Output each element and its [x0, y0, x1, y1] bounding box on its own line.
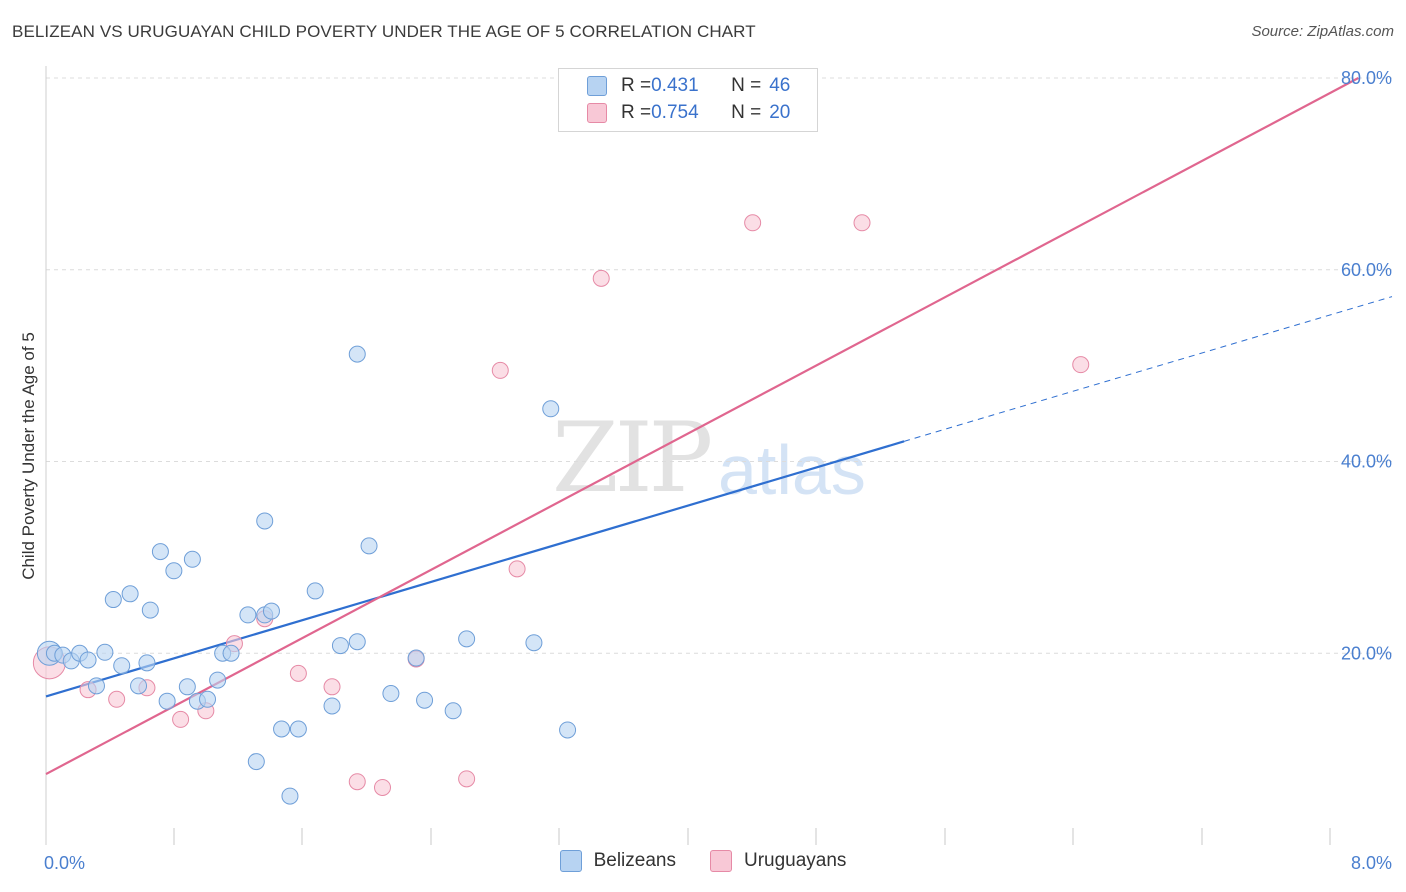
- belizean-point: [360, 537, 378, 555]
- belizean-point: [444, 702, 462, 720]
- uruguayan-point: [491, 361, 509, 379]
- belizean-point: [209, 671, 227, 689]
- belizean-point: [247, 753, 265, 771]
- belizean-point: [289, 720, 307, 738]
- belizean-point: [525, 634, 543, 652]
- belizean-point: [130, 677, 148, 695]
- watermark-atlas: atlas: [718, 431, 866, 509]
- y-tick-label: 20.0%: [1341, 643, 1392, 663]
- data-points: [32, 214, 1090, 805]
- belizean-point: [87, 677, 105, 695]
- belizean-point: [331, 637, 349, 655]
- bottom-legend-uruguayans: Uruguayans: [709, 850, 847, 872]
- trendlines: [45, 77, 1393, 776]
- uruguayan-point: [744, 214, 762, 232]
- belizeans-trendline: [45, 440, 905, 698]
- uruguayan-point: [458, 770, 476, 788]
- uruguayan-point: [289, 664, 307, 682]
- belizean-point: [239, 606, 257, 624]
- belizean-point: [165, 562, 183, 580]
- belizean-point: [262, 602, 280, 620]
- uruguayans-swatch: [587, 103, 607, 123]
- uruguayans-trendline: [45, 77, 1359, 776]
- legend-row-belizeans: R = 0.431 N = 46: [587, 73, 790, 99]
- belizeans-swatch: [559, 850, 582, 872]
- legend: R = 0.431 N = 46 R = 0.754 N = 20: [558, 68, 818, 132]
- tick-labels: 20.0% 40.0% 60.0% 80.0% 0.0% 8.0% Child Povert…: [19, 68, 1392, 873]
- belizean-point: [151, 543, 169, 561]
- belizean-point: [559, 721, 577, 739]
- belizean-point: [273, 720, 291, 738]
- belizeans-trendline-extension: [903, 296, 1393, 442]
- belizean-point: [104, 591, 122, 609]
- legend-n-label: N =: [731, 102, 762, 123]
- belizean-point: [113, 657, 131, 675]
- belizean-point: [348, 345, 366, 363]
- x-tick-label: 8.0%: [1351, 853, 1392, 873]
- watermark-zip: ZIP: [552, 402, 713, 514]
- legend-r-value: 0.754: [651, 102, 699, 123]
- source-label: Source: ZipAtlas.com: [1251, 23, 1394, 40]
- uruguayan-point: [323, 678, 341, 696]
- belizean-point: [416, 691, 434, 709]
- x-tick-label: 0.0%: [44, 853, 85, 873]
- belizean-point: [79, 651, 97, 669]
- legend-r-value: 0.431: [651, 75, 699, 96]
- belizean-point: [138, 654, 156, 672]
- y-tick-label: 80.0%: [1341, 68, 1392, 88]
- uruguayan-point: [853, 214, 871, 232]
- y-axis-title: Child Poverty Under the Age of 5: [19, 332, 38, 580]
- uruguayan-point: [374, 778, 391, 796]
- grid-lines: [46, 77, 1392, 654]
- legend-n-value: 46: [769, 75, 791, 96]
- belizean-point: [178, 678, 196, 696]
- belizean-point: [121, 585, 139, 603]
- bottom-legend-belizeans-label: Belizeans: [593, 850, 676, 871]
- y-tick-label: 40.0%: [1341, 452, 1392, 472]
- bottom-legend-belizeans: Belizeans: [559, 850, 676, 872]
- uruguayan-point: [108, 690, 126, 708]
- belizean-point: [458, 630, 476, 648]
- legend-r-label: R =: [621, 75, 652, 96]
- belizean-point: [323, 697, 341, 715]
- legend-row-uruguayans: R = 0.754 N = 20: [587, 100, 790, 126]
- belizean-point: [407, 649, 425, 667]
- belizean-point: [183, 550, 201, 568]
- uruguayan-point: [508, 560, 526, 578]
- belizean-point: [306, 582, 324, 600]
- belizean-point: [141, 601, 159, 619]
- uruguayan-point: [348, 773, 366, 791]
- belizean-point: [542, 400, 560, 418]
- y-tick-label: 60.0%: [1341, 260, 1392, 280]
- chart-title: BELIZEAN VS URUGUAYAN CHILD POVERTY UNDE…: [12, 22, 756, 41]
- bottom-legend: Belizeans Uruguayans: [0, 850, 1406, 872]
- legend-r-label: R =: [621, 102, 652, 123]
- belizean-point: [256, 512, 274, 530]
- belizean-point: [281, 787, 299, 805]
- belizean-point: [199, 690, 217, 708]
- uruguayan-point: [172, 710, 190, 728]
- axes: [45, 66, 1331, 845]
- uruguayans-swatch: [709, 850, 732, 872]
- legend-n-value: 20: [769, 102, 791, 123]
- belizean-point: [348, 633, 366, 651]
- bottom-legend-uruguayans-label: Uruguayans: [743, 850, 847, 871]
- belizeans-swatch: [587, 76, 607, 96]
- uruguayan-point: [1072, 356, 1090, 374]
- uruguayan-point: [592, 269, 610, 287]
- legend-n-label: N =: [731, 75, 762, 96]
- belizean-point: [158, 692, 176, 710]
- belizean-point: [382, 685, 400, 703]
- belizean-point: [96, 643, 114, 661]
- belizean-point: [222, 644, 240, 662]
